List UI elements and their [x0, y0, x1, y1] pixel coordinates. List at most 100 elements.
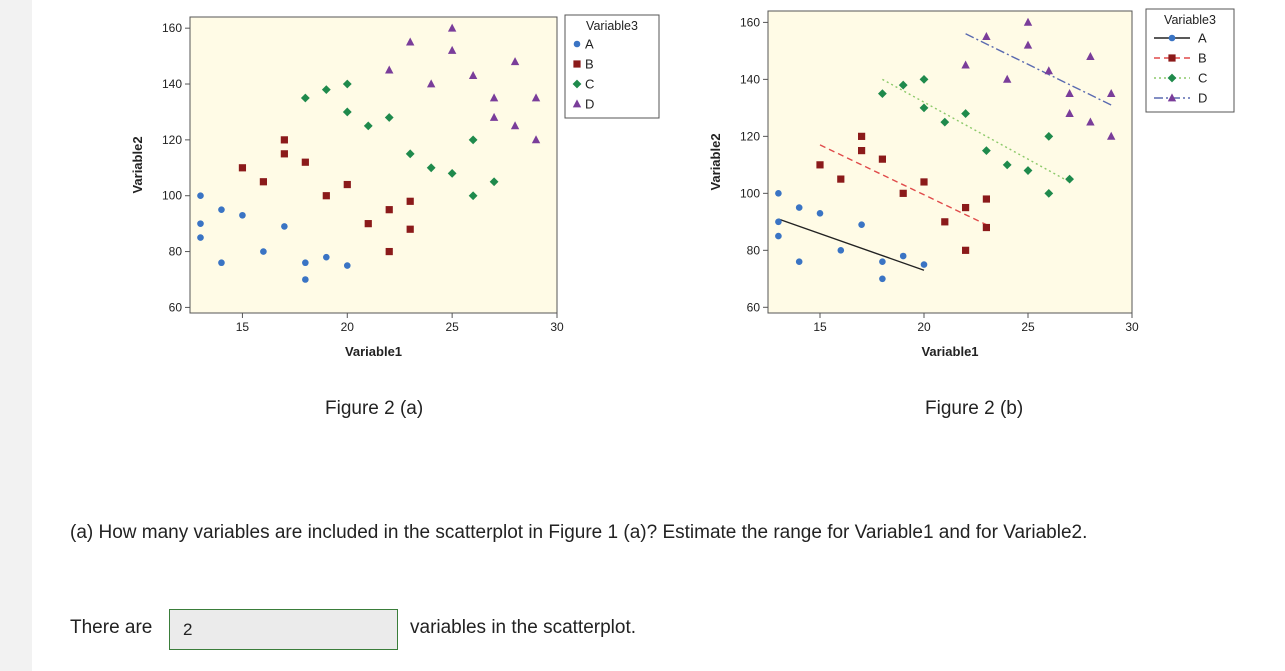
legend-marker-B: [573, 60, 581, 68]
point-D-5: [1044, 66, 1053, 75]
legend-label-D: D: [1198, 91, 1207, 106]
point-B-11: [406, 225, 414, 233]
point-A-8: [879, 258, 886, 266]
answer-prefix-label: There are: [70, 617, 153, 638]
point-A-2: [775, 232, 782, 240]
point-B-1: [837, 175, 845, 183]
point-D-2: [426, 79, 436, 88]
y-tick-label-140: 140: [740, 72, 760, 86]
x-tick-label-25: 25: [1021, 320, 1035, 334]
point-C-0: [300, 93, 310, 103]
legend-marker-B: [1168, 54, 1176, 62]
point-A-9: [302, 276, 309, 283]
point-D-6: [489, 93, 499, 102]
point-C-11: [489, 177, 499, 187]
point-A-0: [197, 192, 204, 200]
point-C-2: [919, 74, 929, 84]
legend-label-D: D: [585, 97, 594, 112]
point-A-7: [281, 223, 288, 230]
point-B-6: [343, 180, 351, 189]
point-D-3: [1023, 17, 1033, 26]
point-B-10: [982, 195, 990, 203]
point-C-4: [363, 121, 373, 131]
point-D-6: [1065, 89, 1074, 98]
answer-suffix-label: variables in the scatterplot.: [410, 617, 637, 638]
plot-area-b: [767, 10, 1133, 314]
x-tick-label-20: 20: [917, 320, 931, 334]
point-A-4: [795, 258, 803, 266]
x-tick-label-20: 20: [341, 320, 355, 334]
point-D-7: [1065, 108, 1074, 117]
legend-title: Variable3: [1164, 13, 1216, 27]
y-tick-label-140: 140: [162, 77, 182, 91]
answer-input[interactable]: [169, 609, 398, 650]
point-B-9: [385, 247, 393, 256]
point-A-7: [858, 221, 865, 228]
point-D-1: [406, 37, 415, 46]
point-A-11: [920, 261, 928, 268]
point-B-11: [982, 223, 990, 232]
point-B-8: [385, 206, 393, 214]
x-tick-label-30: 30: [550, 320, 564, 334]
point-C-7: [426, 163, 436, 173]
point-D-9: [1086, 117, 1095, 126]
point-C-6: [982, 146, 991, 156]
point-D-10: [1107, 89, 1116, 98]
point-B-4: [878, 155, 886, 163]
point-D-4: [447, 45, 457, 54]
y-tick-label-80: 80: [747, 243, 761, 257]
point-D-0: [385, 65, 394, 74]
point-C-3: [342, 107, 352, 117]
legend-title: Variable3: [586, 19, 638, 33]
legend-marker-C: [572, 79, 582, 89]
point-C-7: [1002, 160, 1012, 170]
y-tick-label-100: 100: [162, 189, 182, 203]
point-B-1: [259, 178, 267, 186]
point-D-11: [1107, 131, 1116, 140]
point-C-9: [468, 135, 478, 145]
point-A-9: [879, 275, 886, 283]
y-axis-label: Variable2: [130, 136, 145, 193]
y-tick-label-120: 120: [162, 133, 182, 147]
fit-line-C: [882, 78, 1070, 183]
x-tick-label-15: 15: [236, 320, 250, 334]
point-B-0: [238, 164, 247, 172]
point-D-3: [447, 23, 457, 32]
point-C-8: [1023, 166, 1033, 175]
point-A-10: [323, 253, 330, 261]
point-B-8: [962, 203, 970, 212]
legend-marker-A: [1168, 34, 1176, 42]
figure-2a-caption: Figure 2 (a): [325, 398, 424, 419]
legend-box-a: [564, 14, 660, 119]
point-A-2: [197, 234, 204, 241]
point-B-2: [858, 132, 866, 140]
y-tick-label-160: 160: [162, 21, 182, 35]
point-B-5: [899, 189, 907, 197]
legend-label-B: B: [585, 57, 594, 72]
legend-marker-C: [1167, 73, 1177, 83]
legend-label-C: C: [585, 77, 594, 92]
point-D-8: [1086, 51, 1095, 60]
y-axis-label: Variable2: [708, 133, 723, 190]
point-B-10: [406, 197, 414, 205]
point-D-7: [489, 112, 499, 121]
point-C-10: [468, 191, 478, 201]
point-B-6: [920, 178, 928, 186]
question-text: (a) How many variables are included in t…: [70, 522, 1088, 543]
y-tick-label-60: 60: [169, 300, 183, 314]
point-D-5: [468, 71, 478, 80]
point-A-6: [260, 248, 267, 255]
legend-box-b: [1145, 8, 1235, 113]
x-tick-label-25: 25: [445, 320, 459, 334]
point-C-1: [898, 80, 908, 90]
figure-2b-caption: Figure 2 (b): [925, 398, 1024, 419]
legend-marker-D: [1167, 93, 1177, 102]
fit-line-D: [965, 33, 1112, 106]
point-A-5: [816, 209, 824, 217]
legend-label-A: A: [1198, 31, 1207, 46]
point-C-3: [919, 103, 929, 113]
point-D-8: [510, 57, 520, 66]
legend-marker-A: [573, 40, 581, 48]
fit-line-B: [819, 144, 987, 226]
point-C-8: [447, 168, 457, 178]
